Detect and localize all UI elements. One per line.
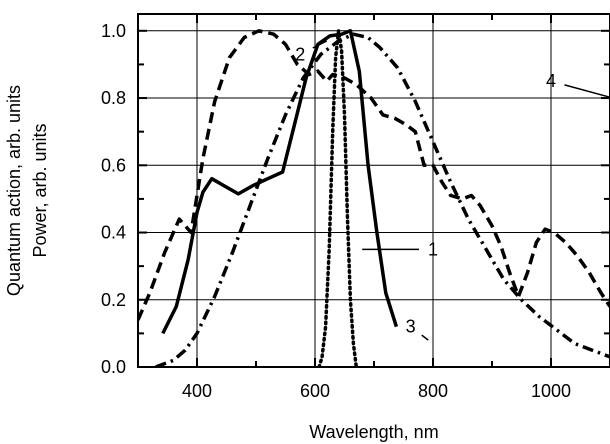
- x-axis-title: Wavelength, nm: [309, 422, 438, 442]
- x-tick-label: 400: [182, 381, 212, 401]
- grid: [138, 14, 610, 367]
- curve-label-1: 1: [428, 239, 438, 259]
- y-axis-title: Quantum action, arb. units: [4, 85, 24, 296]
- x-tick-label: 1000: [531, 381, 571, 401]
- series-line-4: [155, 32, 610, 367]
- curve-leader-2: [312, 40, 328, 49]
- x-tick-labels: 400 600 800 1000: [182, 381, 571, 401]
- series-line-3: [317, 29, 359, 367]
- curve-label-4: 4: [546, 71, 556, 91]
- series-line-1: [161, 29, 399, 335]
- y-tick-label: 0.4: [101, 223, 126, 243]
- y-tick-label: 0.6: [101, 155, 126, 175]
- curve-labels: 1 2 3 4: [295, 40, 610, 341]
- y-tick-label: 1.0: [101, 21, 126, 41]
- y-tick-label: 0.0: [101, 357, 126, 377]
- y-axis-title-2: Power, arb. units: [30, 123, 50, 257]
- curve-label-2: 2: [295, 44, 305, 64]
- curve-label-3: 3: [406, 317, 416, 337]
- series-lines: [138, 29, 610, 367]
- y-tick-label: 0.2: [101, 290, 126, 310]
- y-tick-labels: 0.0 0.2 0.4 0.6 0.8 1.0: [101, 21, 126, 377]
- curve-leader-3: [421, 334, 429, 341]
- axis-ticks: [137, 14, 610, 368]
- x-tick-label: 800: [418, 381, 448, 401]
- curve-leader-4: [564, 84, 610, 99]
- x-tick-label: 600: [300, 381, 330, 401]
- plot-frame: [137, 13, 610, 368]
- series-line-2: [138, 29, 610, 321]
- y-tick-label: 0.8: [101, 88, 126, 108]
